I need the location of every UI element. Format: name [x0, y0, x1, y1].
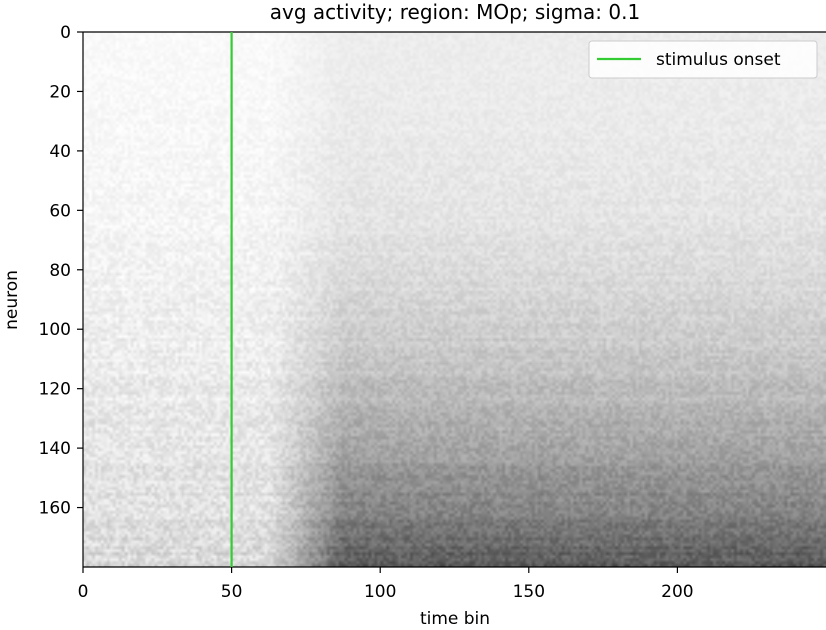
- x-tick-label: 100: [364, 582, 396, 602]
- y-tick-label: 100: [39, 320, 71, 340]
- y-tick-label: 20: [49, 82, 71, 102]
- x-tick-label: 200: [661, 582, 693, 602]
- y-tick-label: 40: [49, 142, 71, 162]
- y-tick-label: 140: [39, 439, 71, 459]
- legend: stimulus onset: [588, 40, 818, 79]
- plot-area: [83, 32, 826, 567]
- y-tick-label: 160: [39, 499, 71, 519]
- y-tick-label: 60: [49, 201, 71, 221]
- legend-label-stimulus-onset: stimulus onset: [656, 50, 781, 70]
- heatmap-image: [83, 32, 826, 567]
- legend-box: [588, 40, 818, 79]
- y-axis-label: neuron: [2, 270, 22, 330]
- y-tick-label: 80: [49, 261, 71, 281]
- x-tick-label: 0: [78, 582, 89, 602]
- y-tick-label: 120: [39, 380, 71, 400]
- chart-title: avg activity; region: MOp; sigma: 0.1: [270, 0, 640, 24]
- x-tick-label: 150: [513, 582, 545, 602]
- x-axis-label: time bin: [420, 609, 490, 629]
- y-ticks: 0 20 40 60 80 100 120 140 160: [39, 23, 83, 519]
- x-ticks: 0 50 100 150 200: [78, 567, 694, 602]
- x-tick-label: 50: [221, 582, 243, 602]
- y-tick-label: 0: [60, 23, 71, 43]
